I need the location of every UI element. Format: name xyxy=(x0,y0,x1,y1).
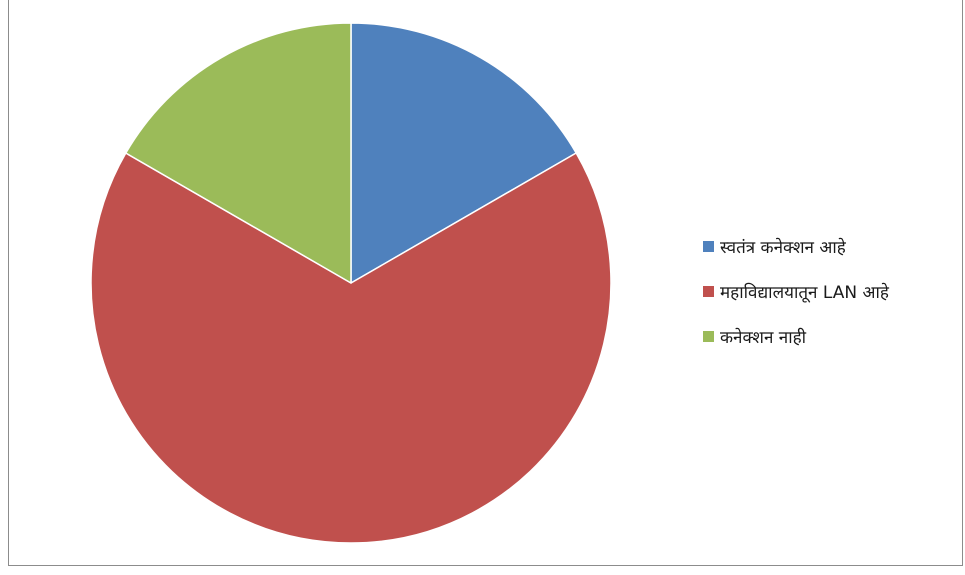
legend: स्वतंत्र कनेक्शन आहे महाविद्यालयातून LAN… xyxy=(703,224,958,359)
legend-item-college-lan: महाविद्यालयातून LAN आहे xyxy=(703,269,958,314)
pie-slices xyxy=(90,22,612,544)
legend-label-independent-connection: स्वतंत्र कनेक्शन आहे xyxy=(720,238,846,258)
pie-slice-college-lan xyxy=(90,152,612,544)
legend-swatch-college-lan xyxy=(703,286,714,297)
legend-label-no-connection: कनेक्शन नाही xyxy=(720,328,807,348)
pie-slice-independent-connection xyxy=(350,22,577,284)
legend-item-independent-connection: स्वतंत्र कनेक्शन आहे xyxy=(703,224,958,269)
legend-label-college-lan: महाविद्यालयातून LAN आहे xyxy=(720,283,889,303)
legend-swatch-independent-connection xyxy=(703,241,714,252)
legend-item-no-connection: कनेक्शन नाही xyxy=(703,314,958,359)
pie-slice-no-connection xyxy=(125,22,352,284)
legend-swatch-no-connection xyxy=(703,331,714,342)
